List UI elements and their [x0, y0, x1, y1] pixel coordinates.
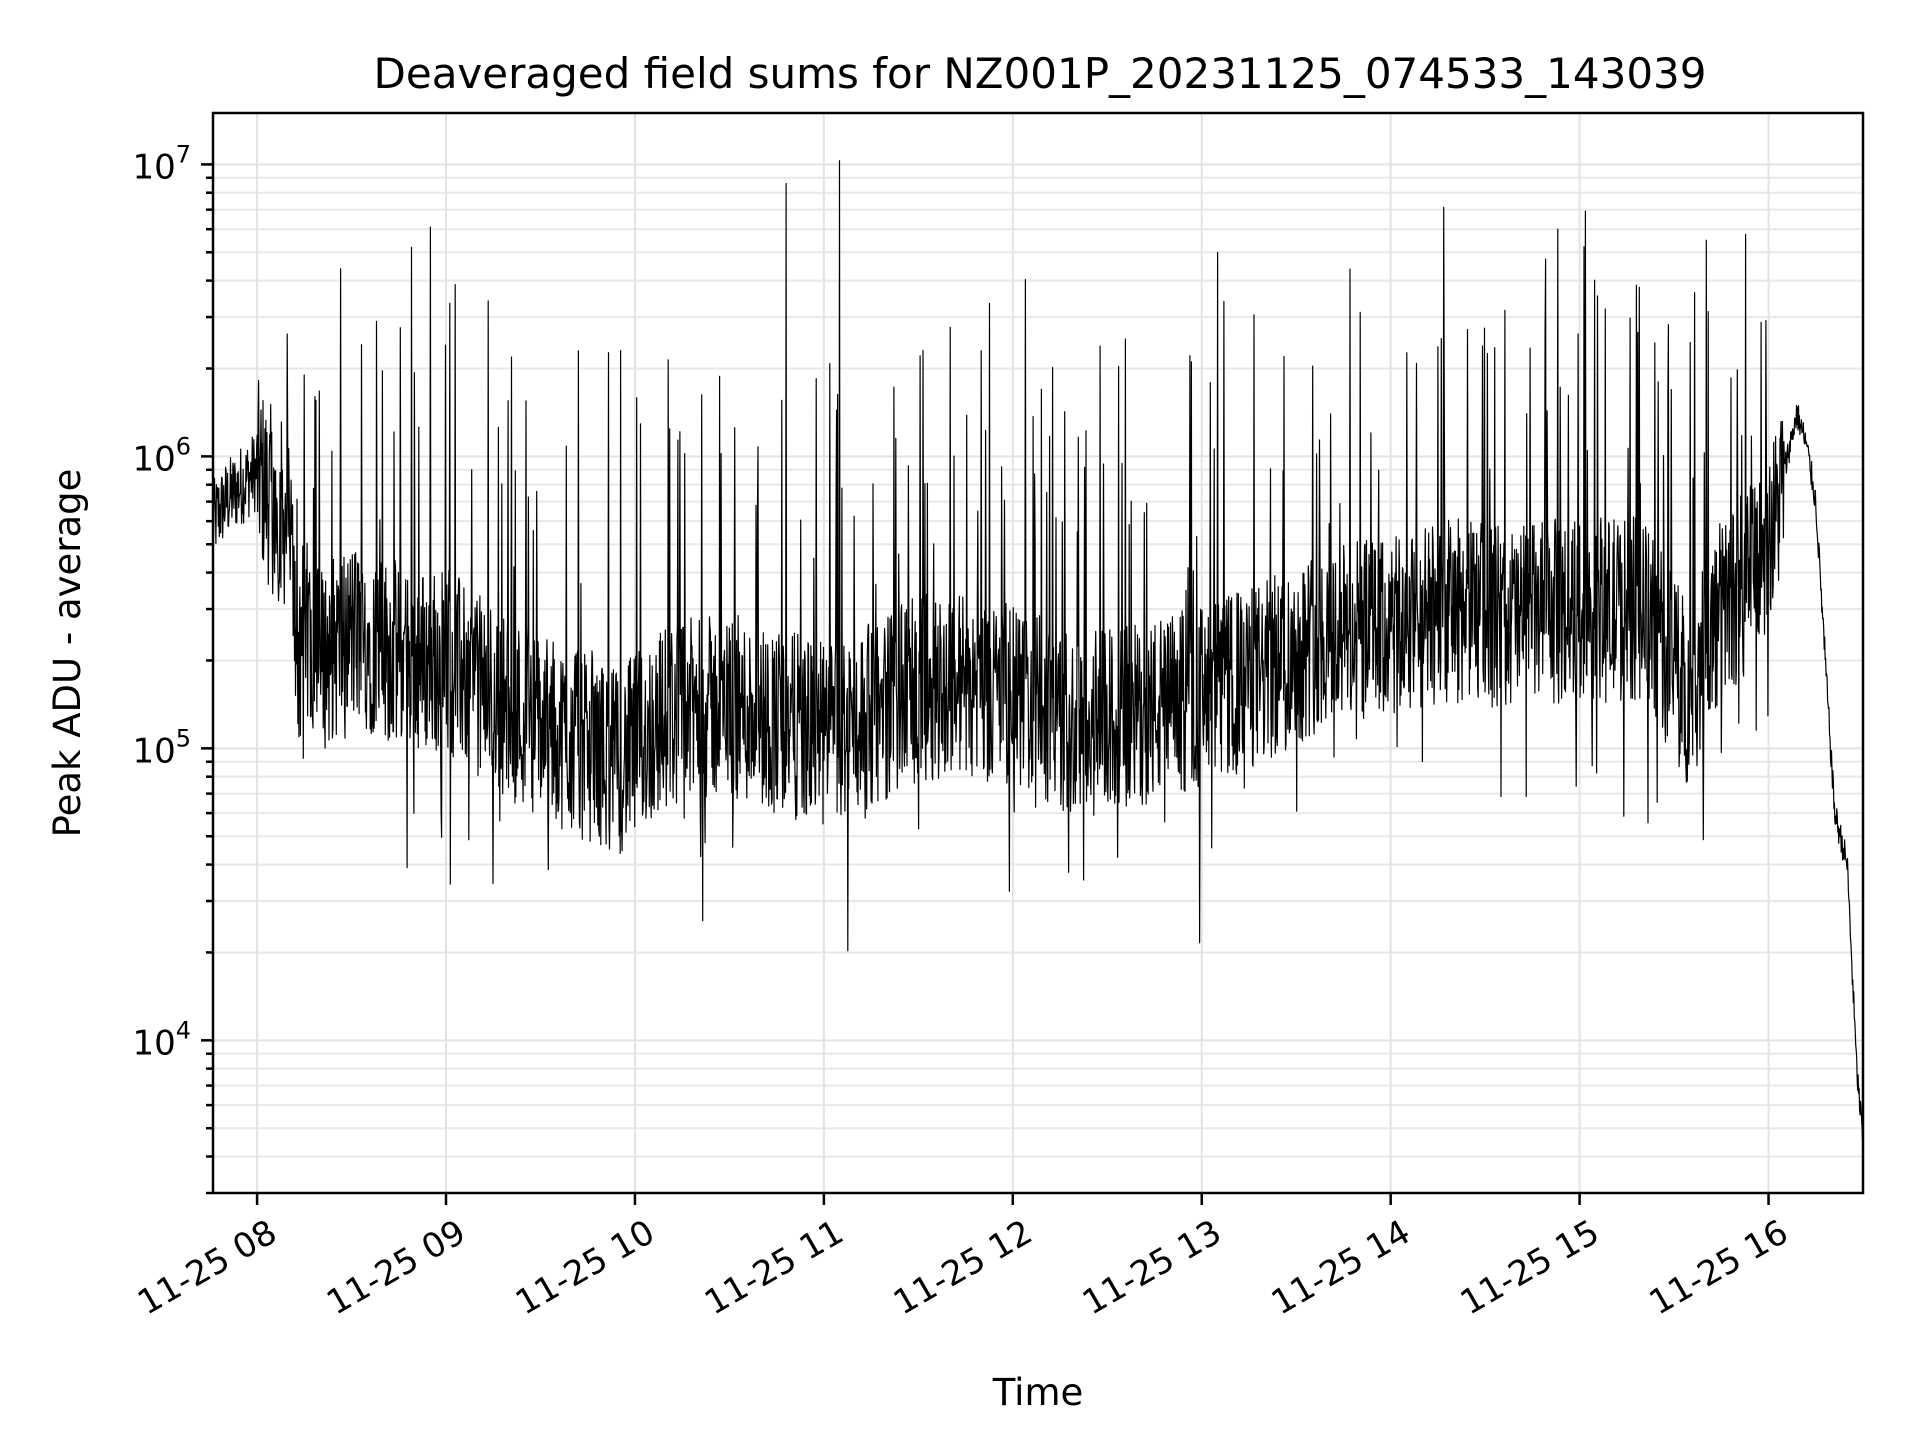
chart-title: Deaveraged field sums for NZ001P_2023112…	[374, 49, 1707, 98]
y-tick-label: 107	[132, 140, 191, 187]
series-line	[212, 160, 1864, 1141]
x-tick-label: 11-25 16	[1643, 1212, 1795, 1323]
x-axis-label: Time	[992, 1371, 1084, 1414]
y-axis-label: Peak ADU - average	[46, 469, 89, 838]
plot-frame	[211, 111, 1865, 1195]
x-tick-label: 11-25 09	[320, 1212, 472, 1323]
y-tick-label: 105	[132, 724, 191, 771]
y-tick-label: 106	[132, 432, 191, 479]
x-axis-ticks: 11-25 08 11-25 09 11-25 10 11-25 11 11-25 12…	[131, 1193, 1795, 1323]
x-tick-label: 11-25 11	[698, 1212, 850, 1323]
x-tick-label: 11-25 15	[1454, 1212, 1606, 1323]
x-tick-label: 11-25 12	[887, 1212, 1039, 1323]
x-tick-label: 11-25 08	[131, 1212, 283, 1323]
y-tick-label: 104	[132, 1016, 191, 1063]
x-tick-label: 11-25 13	[1076, 1212, 1228, 1323]
y-axis-ticks: 104 105 106 107	[132, 140, 213, 1195]
x-tick-label: 11-25 10	[509, 1212, 661, 1323]
x-tick-label: 11-25 14	[1265, 1212, 1417, 1323]
